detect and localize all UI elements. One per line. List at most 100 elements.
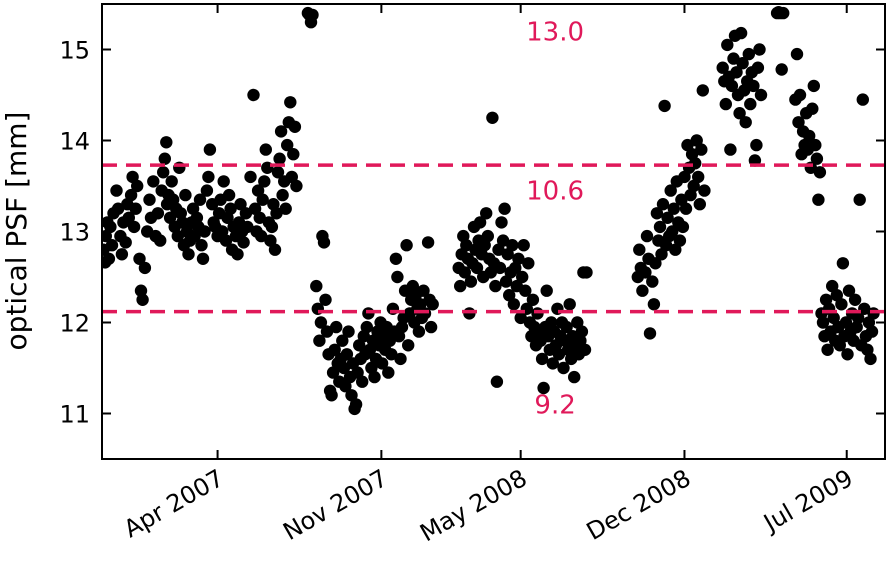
data-point <box>231 248 244 261</box>
data-point <box>470 261 484 275</box>
data-point <box>852 311 865 325</box>
data-point <box>362 307 375 320</box>
data-point <box>317 236 331 249</box>
data-point <box>739 116 752 129</box>
data-point <box>115 248 129 261</box>
data-point <box>417 284 430 297</box>
data-point <box>360 320 373 334</box>
data-point <box>136 293 149 306</box>
data-point <box>526 293 540 306</box>
data-point <box>421 236 435 249</box>
data-point <box>790 47 804 61</box>
data-point <box>158 152 171 165</box>
data-point <box>222 188 236 202</box>
data-point <box>268 243 282 256</box>
data-point <box>490 375 504 388</box>
data-point <box>196 252 210 265</box>
data-point <box>810 152 824 165</box>
data-point <box>560 320 573 334</box>
data-point <box>110 184 123 197</box>
data-point <box>131 179 144 193</box>
data-point <box>546 357 559 370</box>
data-point <box>486 111 499 125</box>
data-point <box>493 261 507 275</box>
y-axis-title: optical PSF [mm] <box>0 112 33 351</box>
data-point <box>395 320 409 334</box>
data-point <box>673 234 687 247</box>
data-point <box>775 63 788 76</box>
data-point <box>104 220 117 234</box>
data-point <box>725 79 739 93</box>
data-point <box>356 375 369 388</box>
data-point <box>400 239 413 252</box>
data-point <box>314 316 328 329</box>
data-point <box>816 316 830 329</box>
data-point <box>563 298 576 311</box>
data-point <box>320 325 334 338</box>
data-point <box>742 47 755 61</box>
data-point <box>689 157 702 170</box>
data-point <box>643 327 657 340</box>
y-axis: 11 12 13 14 15 <box>59 37 885 429</box>
data-point <box>676 220 690 234</box>
data-point <box>716 61 729 74</box>
data-point <box>649 257 662 270</box>
data-point <box>124 188 138 202</box>
data-point <box>237 236 250 249</box>
data-point <box>426 298 439 311</box>
data-point <box>841 348 854 361</box>
data-point <box>247 88 260 102</box>
data-point <box>506 239 519 252</box>
data-point <box>402 339 415 352</box>
data-point <box>507 298 520 311</box>
y-tick-label: 13 <box>59 219 90 247</box>
data-point <box>667 202 680 215</box>
data-point <box>224 202 237 215</box>
data-point <box>807 79 820 93</box>
data-point <box>647 298 661 311</box>
data-point <box>342 325 355 338</box>
data-point <box>274 125 288 138</box>
data-point <box>640 229 654 243</box>
data-point <box>821 343 834 356</box>
data-point <box>219 234 233 247</box>
data-point <box>464 275 478 288</box>
data-point <box>202 170 215 184</box>
data-point <box>460 239 473 252</box>
y-tick-label: 14 <box>59 128 90 156</box>
data-point <box>753 43 766 56</box>
data-point <box>325 389 338 402</box>
data-point <box>842 284 856 297</box>
x-tick-label: May 2008 <box>415 464 531 547</box>
data-point <box>217 175 230 188</box>
data-point <box>276 188 289 202</box>
scatter-points <box>102 6 880 416</box>
data-point <box>102 252 116 265</box>
data-point <box>480 207 493 220</box>
data-point <box>724 143 737 156</box>
data-point <box>803 129 816 143</box>
data-point <box>271 166 285 179</box>
data-point <box>575 325 589 338</box>
data-point <box>489 279 502 293</box>
data-point <box>313 334 326 347</box>
data-point <box>793 88 807 102</box>
data-point <box>244 170 257 184</box>
x-tick-label: Jul 2009 <box>757 464 857 538</box>
data-point <box>777 6 790 20</box>
data-point <box>721 38 734 52</box>
data-point <box>182 248 195 261</box>
data-point <box>273 152 286 165</box>
data-point <box>290 179 303 193</box>
data-point <box>190 211 204 224</box>
data-point <box>522 257 535 270</box>
data-point <box>552 348 566 361</box>
data-point <box>241 220 254 234</box>
data-point <box>389 252 403 265</box>
data-point <box>698 184 711 197</box>
data-point <box>719 97 732 111</box>
data-point <box>119 236 132 249</box>
data-point <box>666 225 679 238</box>
data-point <box>853 193 866 206</box>
data-point <box>193 193 207 206</box>
